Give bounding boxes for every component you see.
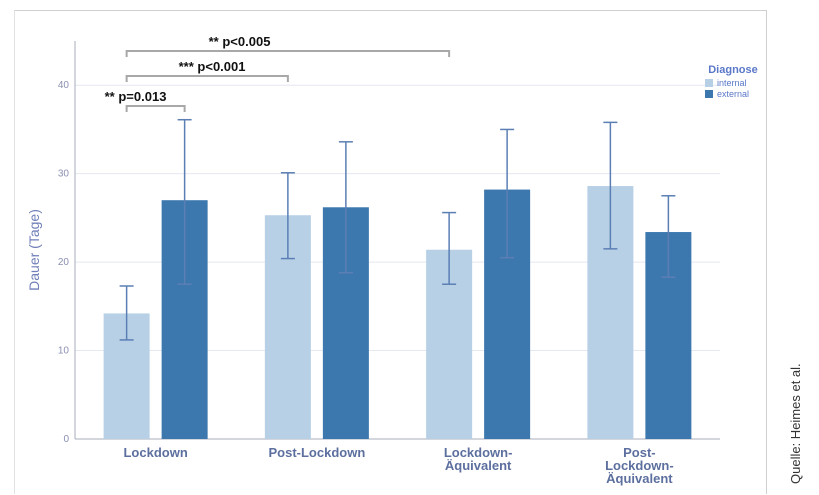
legend-swatch-internal	[705, 79, 713, 87]
y-tick-label-40: 40	[58, 80, 70, 91]
category-label-2-1: Äquivalent	[445, 458, 512, 473]
y-tick-label-30: 30	[58, 169, 70, 180]
category-label-0-0: Lockdown	[123, 445, 187, 460]
y-tick-label-10: 10	[58, 346, 70, 357]
legend-title: Diagnose	[708, 64, 758, 76]
source-note: Quelle: Heimes et al.	[788, 363, 803, 484]
category-label-3-1: Lockdown-	[605, 458, 674, 473]
y-tick-label-0: 0	[63, 434, 69, 445]
significance-bracket-1	[125, 75, 289, 82]
y-tick-label-20: 20	[58, 257, 70, 268]
significance-bracket-2	[125, 50, 451, 57]
legend-label-internal: internal	[717, 78, 747, 88]
y-axis-label: Dauer (Tage)	[26, 209, 42, 291]
significance-bracket-0	[125, 105, 186, 112]
category-label-3-2: Äquivalent	[606, 471, 673, 486]
chart-frame: 0 10 20 30 40 Dauer (Tage) Lockdown Post-Lockdo…	[14, 10, 767, 494]
category-label-3-0: Post-	[623, 445, 656, 460]
category-label-1-0: Post-Lockdown	[268, 445, 365, 460]
significance-label-0: ** p=0.013	[105, 89, 167, 104]
significance-label-2: ** p<0.005	[209, 34, 271, 49]
legend-swatch-external	[705, 90, 713, 98]
category-label-2-0: Lockdown-	[444, 445, 513, 460]
legend-label-external: external	[717, 89, 749, 99]
significance-label-1: *** p<0.001	[179, 59, 246, 74]
